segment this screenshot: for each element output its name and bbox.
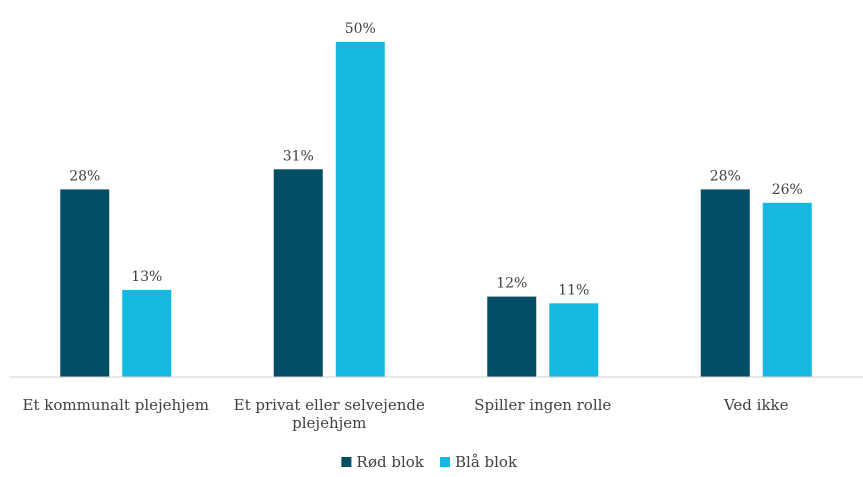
bar-rod-blok-2 bbox=[487, 296, 537, 377]
value-label: 11% bbox=[558, 282, 589, 298]
category-label: Ved ikke bbox=[723, 396, 789, 414]
legend-swatch bbox=[341, 457, 352, 467]
legend: Rød blok Blå blok bbox=[341, 453, 518, 471]
legend-swatch bbox=[440, 457, 450, 467]
value-labels-layer: 28% 13% 31% 50% 12% 11% 28% 26% bbox=[69, 21, 803, 298]
value-label: 28% bbox=[69, 168, 100, 184]
category-labels-layer: Et kommunalt plejehjem Et privat eller se… bbox=[23, 396, 789, 432]
value-label: 12% bbox=[496, 276, 527, 292]
legend-label: Blå blok bbox=[455, 453, 518, 471]
category-label: Et kommunalt plejehjem bbox=[23, 396, 209, 414]
category-label: Et privat eller selvejende bbox=[234, 396, 425, 414]
category-label: Spiller ingen rolle bbox=[474, 396, 611, 414]
legend-label: Rød blok bbox=[356, 453, 424, 471]
bar-rod-blok-1 bbox=[273, 169, 323, 377]
bar-bla-blok-3 bbox=[762, 202, 812, 377]
bar-bla-blok-2 bbox=[549, 303, 599, 377]
value-label: 28% bbox=[710, 168, 741, 184]
bar-bla-blok-1 bbox=[335, 42, 385, 377]
legend-item-rod-blok: Rød blok bbox=[341, 453, 425, 471]
bar-rod-blok-3 bbox=[700, 189, 750, 377]
value-label: 50% bbox=[345, 21, 376, 37]
bar-bla-blok-0 bbox=[122, 289, 172, 377]
value-label: 26% bbox=[772, 182, 803, 198]
bar-rod-blok-0 bbox=[60, 189, 110, 377]
bars-layer bbox=[60, 42, 812, 377]
legend-item-bla-blok: Blå blok bbox=[440, 453, 518, 471]
value-label: 31% bbox=[283, 148, 314, 164]
value-label: 13% bbox=[131, 269, 162, 285]
category-label: plejehjem bbox=[292, 414, 366, 432]
